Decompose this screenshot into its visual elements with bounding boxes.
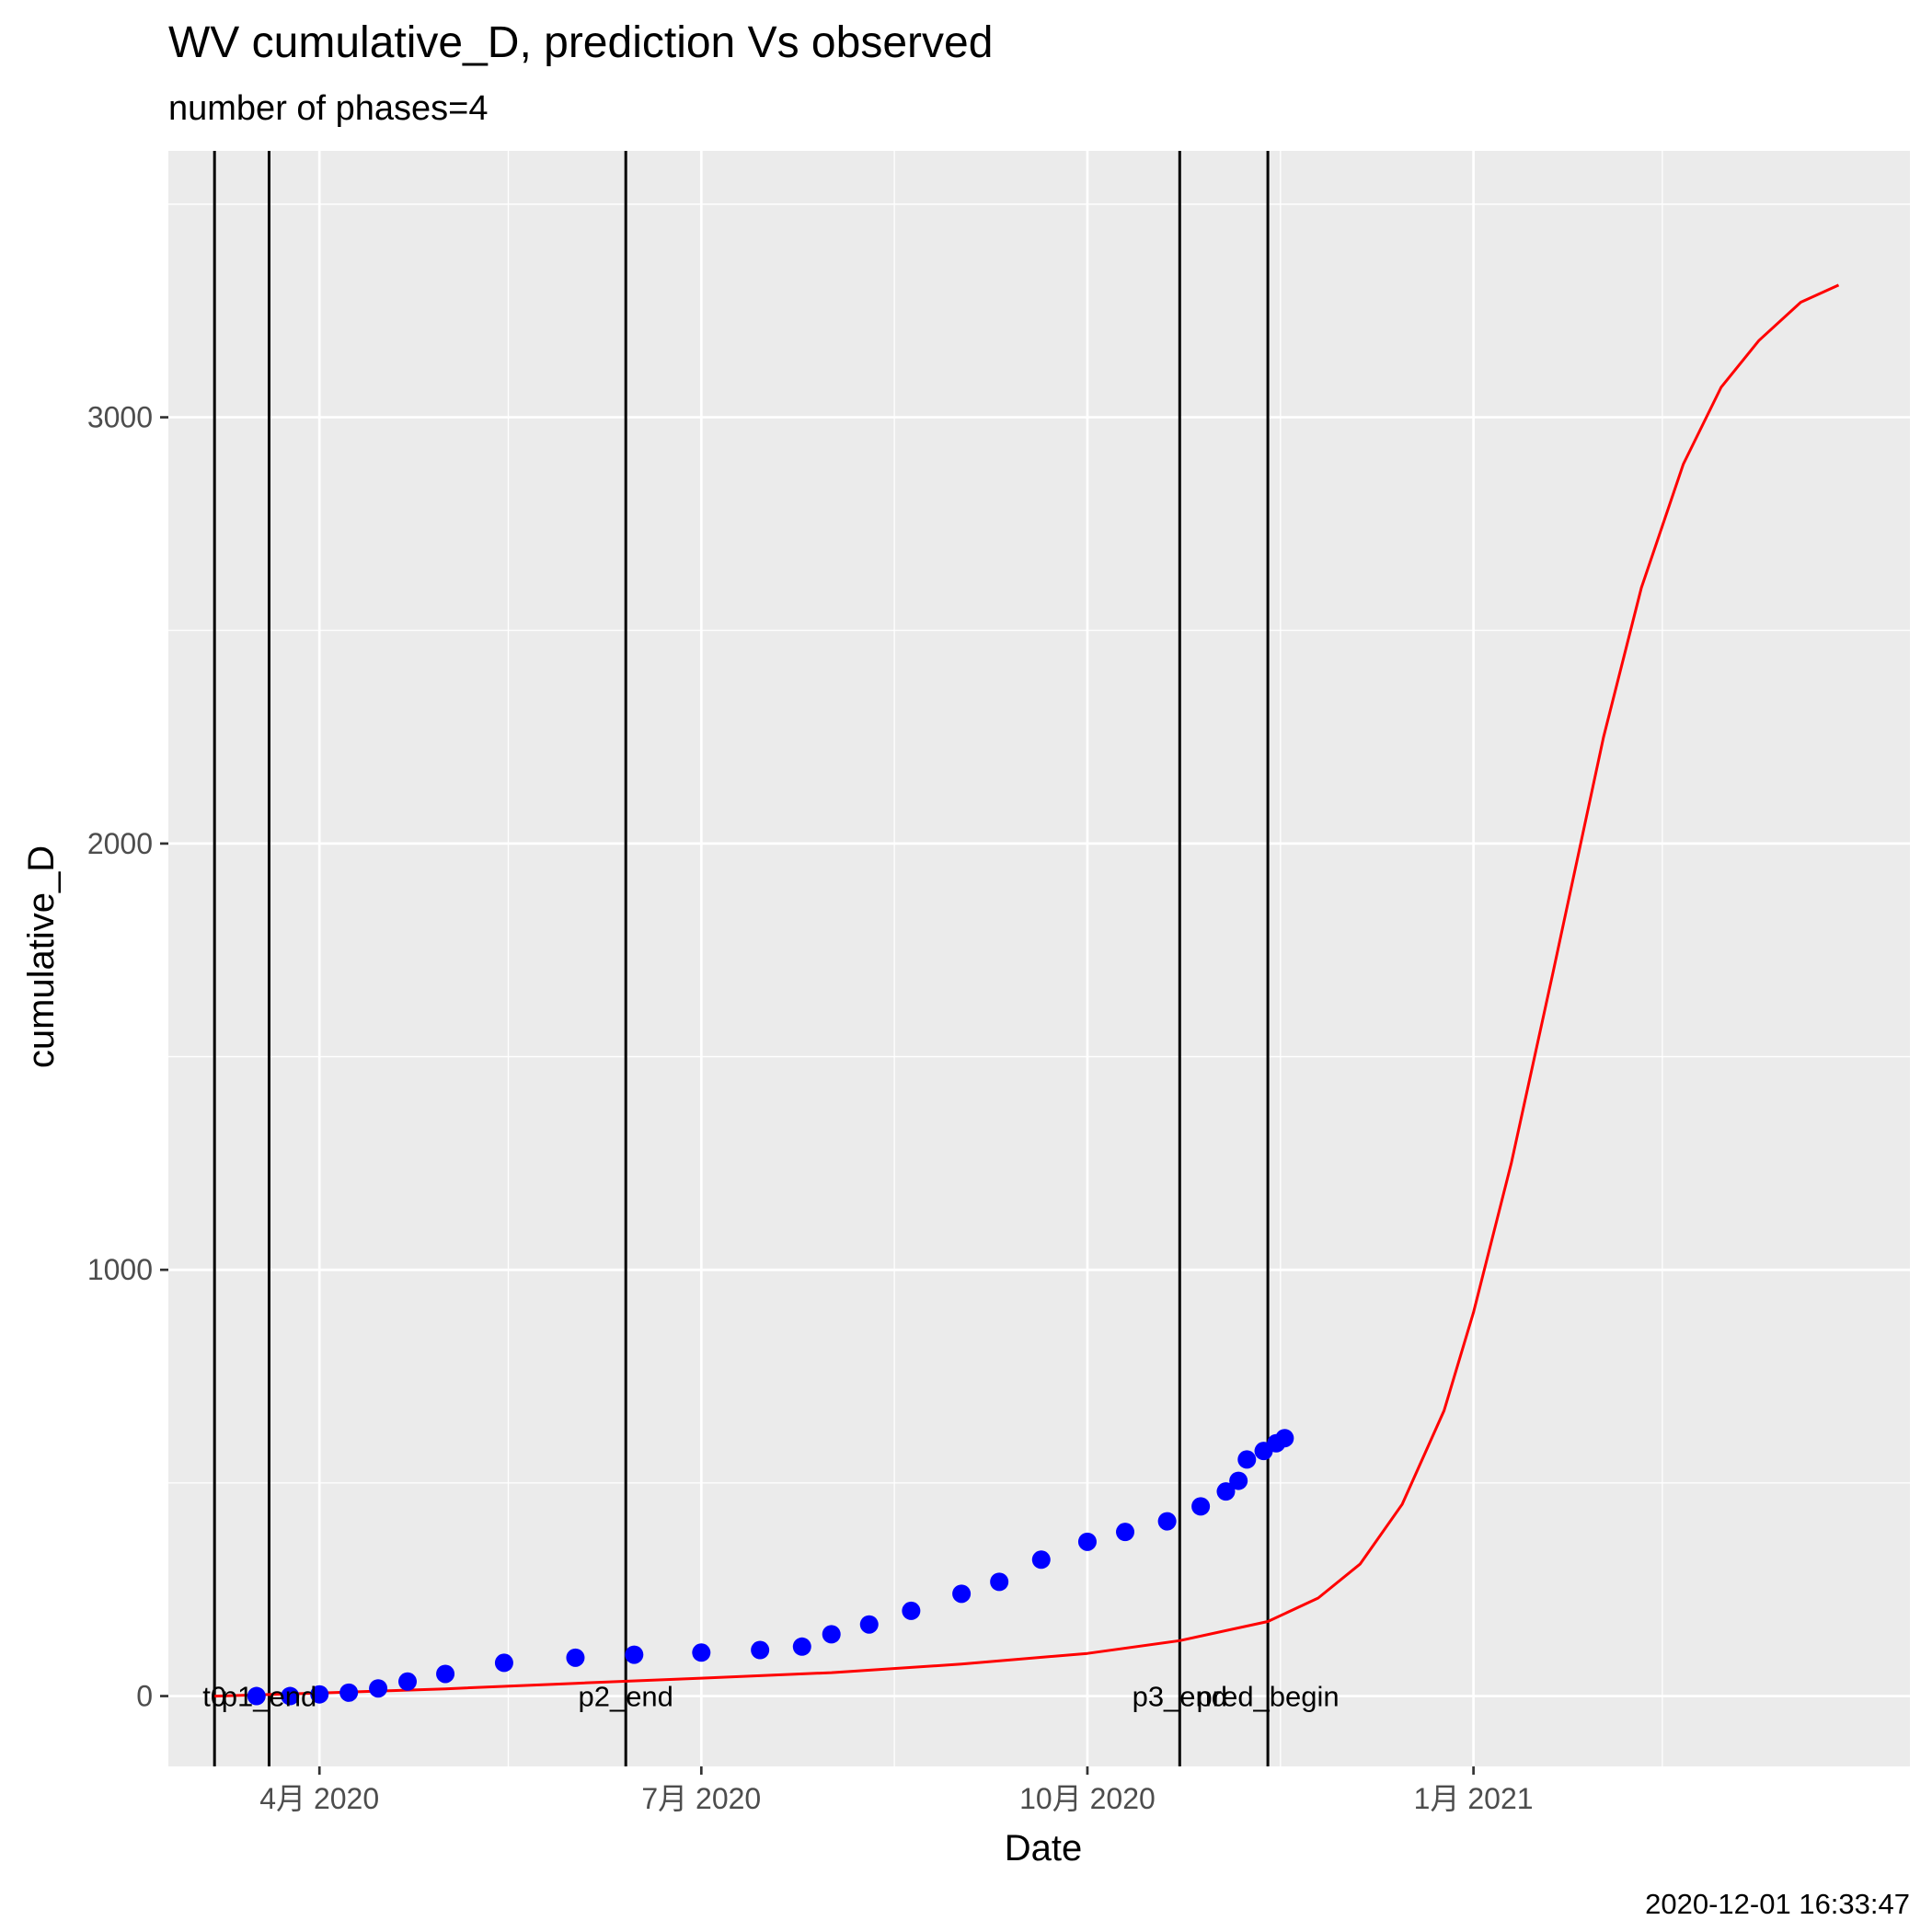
prediction-series — [214, 283, 1840, 1698]
phase-label: p2_end — [578, 1681, 673, 1713]
observed-point — [281, 1686, 300, 1706]
observed-point — [822, 1625, 841, 1644]
observed-point — [1191, 1497, 1211, 1516]
observed-point — [1157, 1512, 1177, 1531]
observed-point — [1275, 1429, 1294, 1448]
x-tick-label: 10月 2020 — [1019, 1782, 1156, 1815]
observed-point — [1077, 1532, 1097, 1551]
observed-point — [902, 1601, 921, 1620]
x-axis-title: Date — [1005, 1828, 1083, 1869]
observed-point — [1237, 1450, 1257, 1469]
observed-point — [339, 1683, 359, 1702]
phase-label: t0 — [202, 1681, 226, 1713]
y-tick-label: 2000 — [87, 827, 153, 860]
y-tick-label: 3000 — [87, 401, 153, 434]
prediction-line — [214, 283, 1840, 1698]
chart-subtitle: number of phases=4 — [168, 89, 489, 128]
observed-point — [792, 1637, 811, 1656]
phase-lines — [213, 151, 1270, 1766]
observed-point — [692, 1643, 711, 1662]
y-tick-label: 1000 — [87, 1253, 153, 1286]
x-axis: 4月 2020 7月 2020 10月 2020 1月 2021 — [259, 1766, 1534, 1815]
major-gridlines — [168, 151, 1910, 1766]
observed-point — [310, 1685, 329, 1704]
observed-point — [247, 1686, 266, 1706]
y-tick-label: 0 — [136, 1680, 153, 1713]
phase-label: pred_begin — [1197, 1681, 1340, 1713]
observed-point — [566, 1648, 585, 1667]
observed-point — [990, 1572, 1009, 1592]
observed-point — [369, 1679, 388, 1698]
plot-panel — [168, 151, 1910, 1766]
chart-caption: 2020-12-01 16:33:47 — [1645, 1888, 1910, 1920]
y-axis: 0 1000 2000 3000 — [87, 401, 168, 1713]
y-axis-title: cumulative_D — [21, 845, 62, 1068]
observed-point — [952, 1584, 972, 1604]
observed-point — [625, 1645, 644, 1664]
observed-series — [247, 1429, 1294, 1706]
observed-point — [859, 1615, 879, 1634]
x-tick-label: 1月 2021 — [1414, 1782, 1534, 1815]
observed-point — [751, 1640, 770, 1660]
x-tick-label: 7月 2020 — [641, 1782, 761, 1815]
observed-point — [436, 1664, 455, 1684]
observed-point — [1216, 1482, 1236, 1501]
x-tick-label: 4月 2020 — [259, 1782, 379, 1815]
observed-point — [1031, 1550, 1051, 1570]
phase-label: p1_end — [222, 1681, 316, 1713]
minor-gridlines — [125, 151, 1910, 1766]
observed-point — [494, 1653, 513, 1673]
chart-title: WV cumulative_D, prediction Vs observed — [168, 18, 993, 67]
phase-label: p3_end — [1133, 1681, 1227, 1713]
observed-point — [1229, 1471, 1248, 1490]
observed-point — [398, 1672, 418, 1691]
observed-point — [1116, 1523, 1135, 1542]
